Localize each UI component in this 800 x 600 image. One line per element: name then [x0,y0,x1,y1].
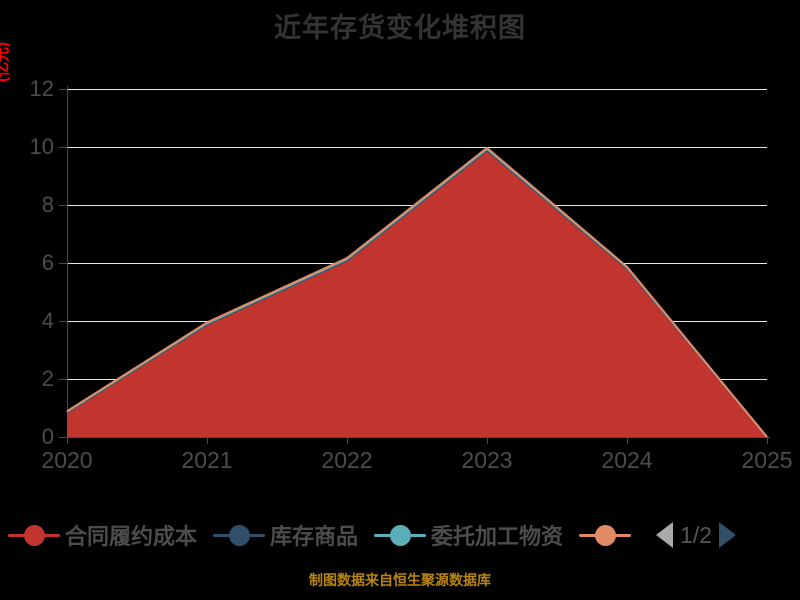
plot-area [67,89,767,437]
gridline-4 [67,321,767,322]
legend-label-2: 委托加工物资 [431,524,564,549]
x-tick-label-2025: 2025 [741,447,793,473]
y-tick-mark-6 [59,263,67,264]
y-tick-mark-0 [59,437,67,438]
x-tick-label-2021: 2021 [181,447,233,473]
gridline-12 [67,89,767,90]
legend-marker-icon-2 [374,522,427,548]
y-tick-label-4: 4 [41,308,54,333]
legend-item-3[interactable] [579,522,636,548]
y-tick-label-0: 0 [41,424,54,449]
x-tick-mark-2021 [207,437,208,444]
legend-pager: 1/2 [656,521,737,549]
legend-dot-2 [390,525,412,546]
legend-marker-icon-3 [579,522,632,548]
chevron-left-icon[interactable] [656,522,674,548]
y-tick-mark-8 [59,205,67,206]
y-tick-label-10: 10 [29,134,54,159]
y-axis-line [67,86,68,440]
y-tick-mark-10 [59,147,67,148]
legend-page-indicator: 1/2 [680,521,713,548]
footer-source-note: 制图数据来自恒生聚源数据库 [309,572,491,588]
x-axis-line [64,437,770,438]
y-axis-unit-label: (亿元) [0,42,11,82]
y-tick-mark-12 [59,89,67,90]
x-tick-label-2024: 2024 [601,447,653,473]
x-tick-label-2023: 2023 [461,447,513,473]
legend-marker-icon-1 [213,522,266,548]
y-tick-label-2: 2 [41,366,54,391]
legend-item-2[interactable]: 委托加工物资 [374,519,563,551]
y-tick-label-6: 6 [41,250,54,275]
x-tick-mark-2024 [627,437,628,444]
y-tick-label-12: 12 [29,76,54,101]
legend-label-1: 库存商品 [270,524,359,549]
x-tick-mark-2020 [67,437,68,444]
x-tick-mark-2023 [487,437,488,444]
legend: 合同履约成本 库存商品 委托加工物资 1/2 [0,512,800,558]
y-tick-mark-4 [59,321,67,322]
legend-marker-icon-0 [8,522,60,548]
gridline-8 [67,205,767,206]
x-tick-label-2020: 2020 [41,447,93,473]
page-title: 近年存货变化堆积图 [274,13,526,43]
gridline-10 [67,147,767,148]
y-tick-label-8: 8 [41,192,54,217]
x-tick-mark-2025 [767,437,768,444]
chevron-right-icon[interactable] [719,522,737,548]
y-tick-mark-2 [59,379,67,380]
x-tick-label-2022: 2022 [321,447,373,473]
legend-label-0: 合同履约成本 [65,524,198,549]
x-tick-mark-2022 [347,437,348,444]
gridline-2 [67,379,767,380]
gridline-6 [67,263,767,264]
legend-dot-1 [229,525,251,546]
legend-dot-3 [595,525,617,546]
legend-dot-0 [24,525,45,546]
legend-item-0[interactable]: 合同履约成本 [8,519,197,551]
legend-item-1[interactable]: 库存商品 [213,519,358,551]
